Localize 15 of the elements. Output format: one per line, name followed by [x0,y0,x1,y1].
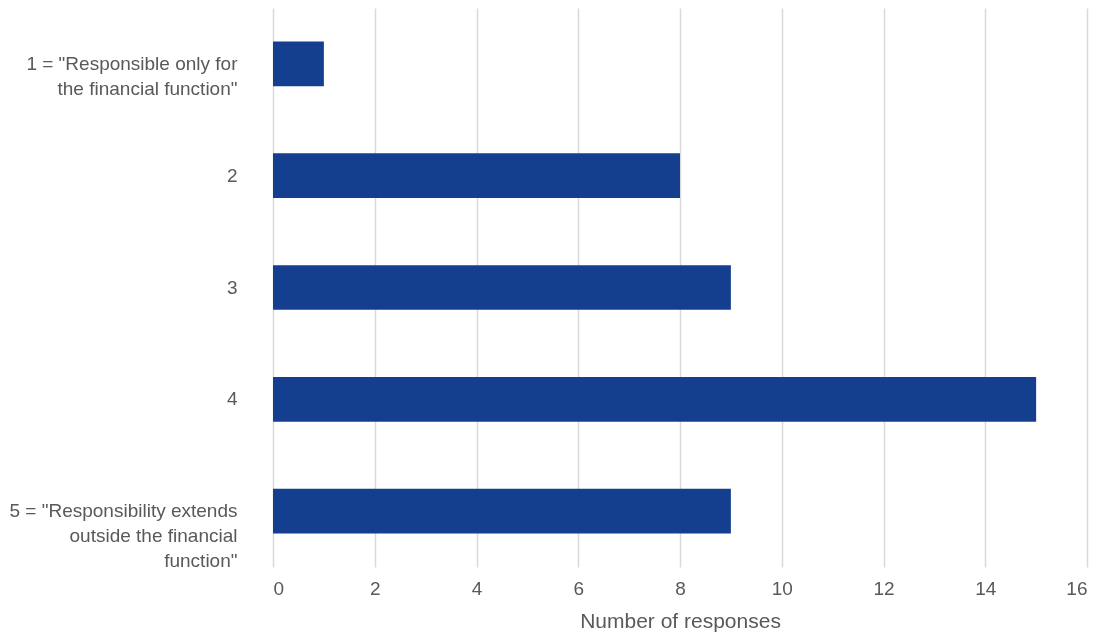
x-tick-label: 16 [1066,577,1088,599]
x-tick-label: 8 [675,577,686,599]
x-tick-label: 12 [873,577,895,599]
x-tick-label: 14 [975,577,997,599]
x-tick-label: 6 [573,577,585,599]
x-axis-title: Number of responses [580,608,781,632]
y-tick-label: 3 [226,276,238,298]
x-tick-label: 4 [471,577,483,599]
y-tick-label: 1 = "Responsible only for the financial function" [26,52,239,99]
y-tick-label: 4 [226,388,238,410]
x-tick-label: 10 [771,577,793,599]
x-tick-label: 2 [369,577,381,599]
y-tick-label: 2 [226,164,238,186]
y-tick-label: 5 = "Responsibility extends outside the financial function" [9,500,238,572]
x-tick-label: 0 [273,577,285,599]
